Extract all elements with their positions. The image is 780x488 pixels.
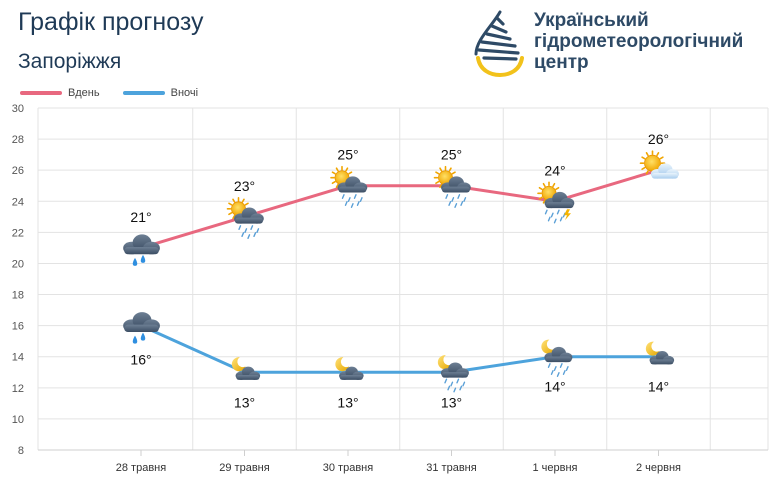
sun-cloud-rain-icon	[330, 165, 368, 208]
cloud-shape	[339, 366, 364, 380]
rain-shape	[238, 225, 260, 240]
cloud-rain-icon	[123, 312, 160, 344]
cloud-shape	[123, 312, 160, 333]
moon-shape	[645, 341, 660, 356]
data-label-day: 25°	[441, 147, 462, 163]
drop-logo-icon	[474, 10, 524, 78]
legend-swatch-day	[20, 91, 62, 95]
y-tick-label: 18	[12, 290, 24, 302]
ugmc-logo: Український гідрометеорологічний центр	[470, 8, 770, 80]
moon-cloud-rain-icon	[541, 339, 573, 377]
data-label-night: 14°	[648, 379, 669, 395]
city-name: Запоріжжя	[18, 50, 122, 73]
logo-line-3: центр	[534, 52, 589, 73]
cloud-shape	[235, 366, 261, 380]
cloud-shape	[441, 176, 471, 193]
moon-cloud-icon	[231, 357, 261, 380]
cloud-shape	[440, 362, 469, 378]
y-tick-label: 12	[12, 383, 24, 395]
cloud-rain-icon	[123, 234, 160, 266]
y-tick-label: 16	[12, 321, 24, 333]
logo-line-2: гідрометеорологічний	[534, 31, 744, 52]
y-tick-label: 22	[12, 227, 24, 239]
moon-cloud-icon	[335, 357, 364, 380]
y-tick-label: 20	[12, 258, 24, 270]
rain-drops-shape	[132, 332, 146, 344]
y-tick-label: 10	[12, 414, 24, 426]
moon-shape	[231, 357, 246, 372]
cloud-shape	[650, 163, 679, 179]
moon-cloud-icon	[645, 341, 675, 365]
y-tick-label: 14	[12, 352, 24, 364]
page-title: Графік прогнозу	[18, 8, 204, 36]
x-tick-label: 30 травня	[323, 462, 373, 474]
rain-shape	[544, 209, 566, 224]
rain-shape	[547, 363, 569, 377]
moon-shape	[437, 355, 452, 370]
bolt-shape	[564, 209, 571, 221]
moon-shape	[541, 339, 555, 354]
y-tick-label: 8	[18, 445, 24, 457]
y-tick-label: 28	[12, 134, 24, 146]
data-label-night: 14°	[544, 379, 565, 395]
data-label-day: 24°	[544, 162, 565, 178]
x-tick-label: 28 травня	[116, 462, 166, 474]
data-label-day: 26°	[648, 131, 669, 147]
data-label-night: 16°	[130, 352, 151, 368]
data-label-night: 13°	[441, 394, 462, 410]
chart-legend: Вдень Вночі	[20, 86, 218, 99]
sun-cloud-rain-icon	[433, 165, 471, 208]
cloud-shape	[234, 207, 264, 224]
x-tick-label: 29 травня	[219, 462, 269, 474]
data-label-night: 13°	[337, 394, 358, 410]
cloud-shape	[544, 191, 575, 209]
moon-cloud-rain-icon	[437, 355, 469, 393]
cloud-shape	[123, 234, 160, 255]
y-tick-label: 24	[12, 196, 24, 208]
logo-line-1: Український	[534, 10, 649, 31]
sun-cloud-rain-icon	[226, 197, 264, 240]
data-label-day: 23°	[234, 178, 255, 194]
sun-cloud-icon	[639, 150, 679, 179]
rain-shape	[445, 194, 467, 208]
rain-shape	[444, 378, 466, 393]
rain-drops-shape	[132, 254, 146, 266]
data-label-day: 21°	[130, 209, 151, 225]
legend-item-night[interactable]: Вночі	[122, 87, 199, 99]
cloud-shape	[337, 176, 368, 193]
legend-label-day: Вдень	[68, 87, 100, 99]
x-tick-label: 1 червня	[532, 462, 577, 474]
data-label-day: 25°	[337, 147, 358, 163]
legend-label-night: Вночі	[170, 87, 199, 99]
rain-shape	[341, 194, 363, 208]
legend-item-day[interactable]: Вдень	[20, 87, 100, 99]
y-tick-label: 30	[12, 103, 24, 115]
y-tick-label: 26	[12, 165, 24, 177]
x-tick-label: 2 червня	[636, 462, 681, 474]
legend-swatch-night	[122, 91, 165, 95]
x-tick-label: 31 травня	[426, 462, 476, 474]
series-line-day	[139, 168, 660, 250]
sun-cloud-storm-icon	[537, 181, 575, 224]
cloud-shape	[544, 346, 573, 363]
data-label-night: 13°	[234, 394, 255, 410]
cloud-shape	[649, 351, 675, 365]
moon-shape	[335, 357, 349, 372]
